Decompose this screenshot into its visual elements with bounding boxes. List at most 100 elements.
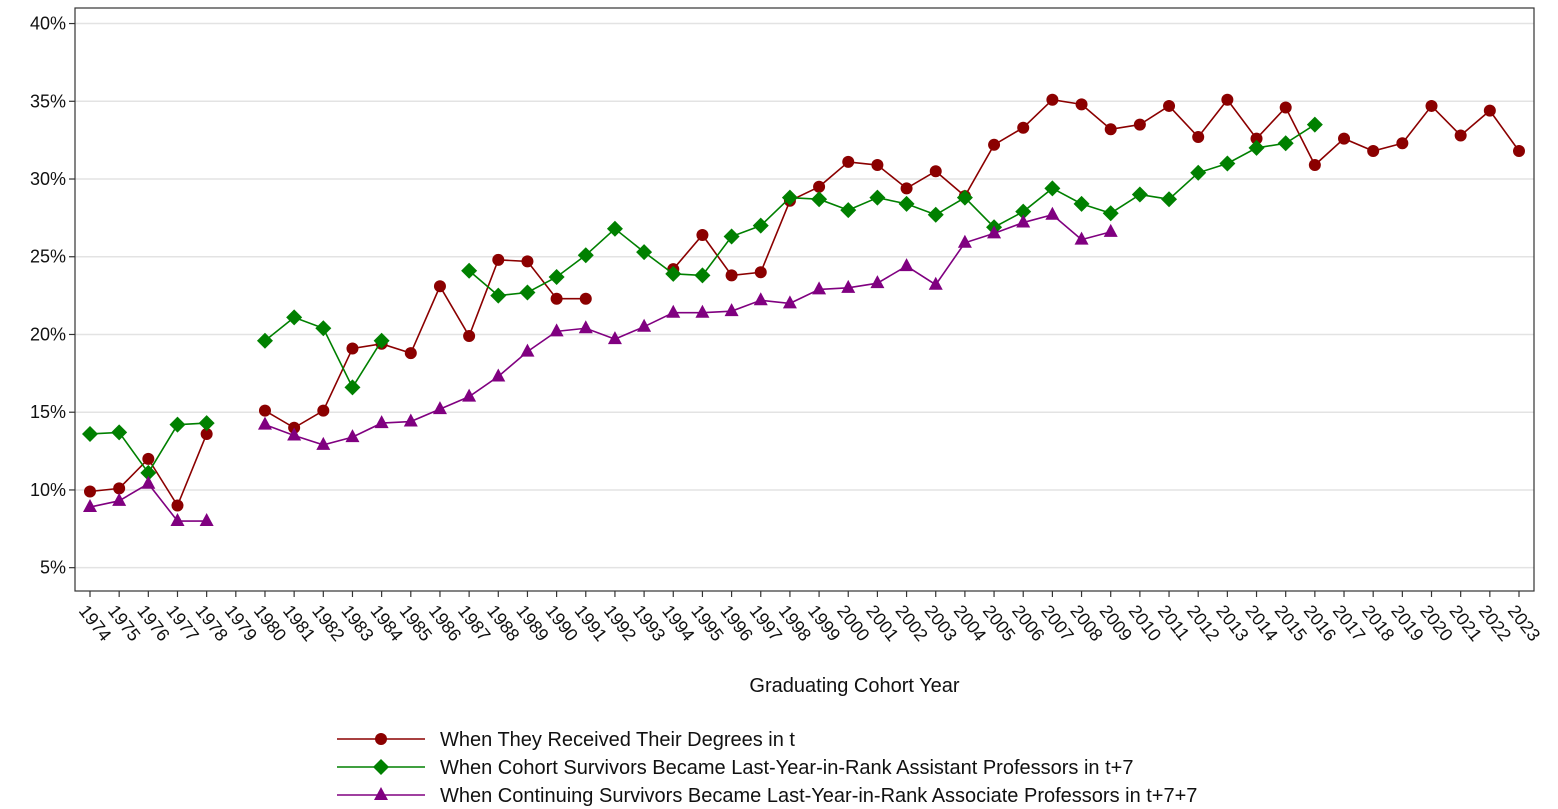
data-point-triangle [753,292,768,306]
data-point-circle [1513,145,1525,158]
x-tick-label: 2021 [1446,601,1486,645]
series-line [468,123,1316,297]
data-point-diamond [606,220,623,237]
data-point-circle [1338,132,1351,145]
data-point-triangle [812,281,827,295]
y-tick-label: 30% [30,169,66,189]
data-point-triangle [462,388,477,402]
data-point-diamond [1102,205,1119,222]
data-point-diamond [1190,164,1207,181]
x-tick-label: 2004 [950,601,990,645]
x-tick-label: 2013 [1212,601,1252,645]
x-tick-label: 2012 [1183,601,1223,645]
data-point-diamond [1015,203,1032,220]
x-tick-label: 1996 [716,601,756,645]
data-point-diamond [548,268,565,285]
data-point-circle [1163,99,1176,112]
x-tick-label: 1991 [571,601,611,645]
x-tick-label: 1986 [425,601,465,645]
y-tick-label: 25% [30,247,66,267]
x-tick-label: 1995 [687,601,727,645]
data-point-diamond [1161,191,1178,208]
data-point-diamond [1306,116,1323,133]
y-tick-label: 35% [30,91,66,111]
data-point-triangle [607,331,622,345]
x-tick-label: 1987 [454,601,494,645]
data-point-triangle [257,416,272,430]
x-tick-label: 2017 [1329,601,1369,645]
x-tick-label: 1974 [75,601,115,645]
data-point-diamond [694,267,711,284]
data-point-circle [1454,129,1467,142]
legend-label: When They Received Their Degrees in t [440,729,795,751]
x-tick-label: 1989 [512,601,552,645]
series-2 [82,116,1323,481]
y-tick-label: 10% [30,480,66,500]
data-point-circle [1308,159,1321,172]
legend-item: When Cohort Survivors Became Last-Year-i… [337,757,1133,779]
y-axis: 5% 10% 15% 20% 25% 30% 35% 40% [30,14,75,578]
data-point-circle [317,404,330,417]
data-point-diamond [140,464,157,481]
data-point-diamond [519,284,536,301]
legend-item: When They Received Their Degrees in t [337,729,795,751]
legend-marker-diamond [373,759,389,775]
series-line [672,98,1520,277]
legend: When They Received Their Degrees in t Whe… [337,729,1197,807]
data-point-triangle [782,295,797,309]
data-point-diamond [82,425,98,442]
data-point-diamond [111,424,128,441]
x-tick-label: 2016 [1300,601,1340,645]
x-tick-label: 1981 [279,601,319,645]
x-tick-label: 1988 [483,601,523,645]
x-tick-label: 2011 [1154,601,1194,644]
data-point-diamond [898,195,915,212]
data-point-triangle [870,275,885,289]
data-point-circle [1396,137,1409,150]
data-point-diamond [1044,180,1061,197]
x-tick-label: 2008 [1066,601,1106,645]
data-point-triangle [520,343,535,357]
x-tick-label: 2007 [1037,601,1077,645]
data-point-triangle [112,492,127,506]
x-tick-label: 1998 [775,601,815,645]
data-point-diamond [198,415,215,432]
series-3 [83,206,1118,527]
data-point-diamond [315,320,332,337]
data-point-circle [1221,93,1234,106]
data-point-circle [84,485,96,498]
data-point-circle [171,499,184,512]
x-tick-label: 1977 [162,601,202,645]
data-point-triangle [432,401,447,415]
data-point-diamond [811,191,828,208]
x-tick-label: 2018 [1358,601,1398,645]
data-point-triangle [928,276,943,290]
data-point-triangle [578,320,593,334]
x-tick-label: 2000 [833,601,873,645]
x-tick-label: 1976 [133,601,173,645]
data-point-triangle [170,513,185,527]
data-point-diamond [956,189,973,206]
y-tick-label: 20% [30,324,66,344]
data-point-triangle [345,429,360,443]
data-point-diamond [665,265,682,282]
data-point-circle [142,452,155,465]
data-point-triangle [1045,206,1060,220]
data-point-circle [725,269,738,282]
data-point-circle [754,266,767,279]
data-point-diamond [1219,155,1236,172]
data-point-diamond [577,247,594,264]
x-tick-label: 1985 [396,601,436,645]
data-point-circle [433,280,446,293]
data-point-triangle [199,513,214,527]
x-tick-label: 2001 [862,601,902,645]
data-point-diamond [927,206,944,223]
x-tick-label: 1993 [629,601,669,645]
data-point-triangle [957,234,972,248]
data-point-diamond [1073,195,1090,212]
data-point-triangle [987,225,1002,239]
data-point-circle [813,180,826,193]
y-tick-label: 5% [40,558,66,578]
data-point-circle [1075,98,1088,111]
x-axis-title: Graduating Cohort Year [749,675,959,697]
